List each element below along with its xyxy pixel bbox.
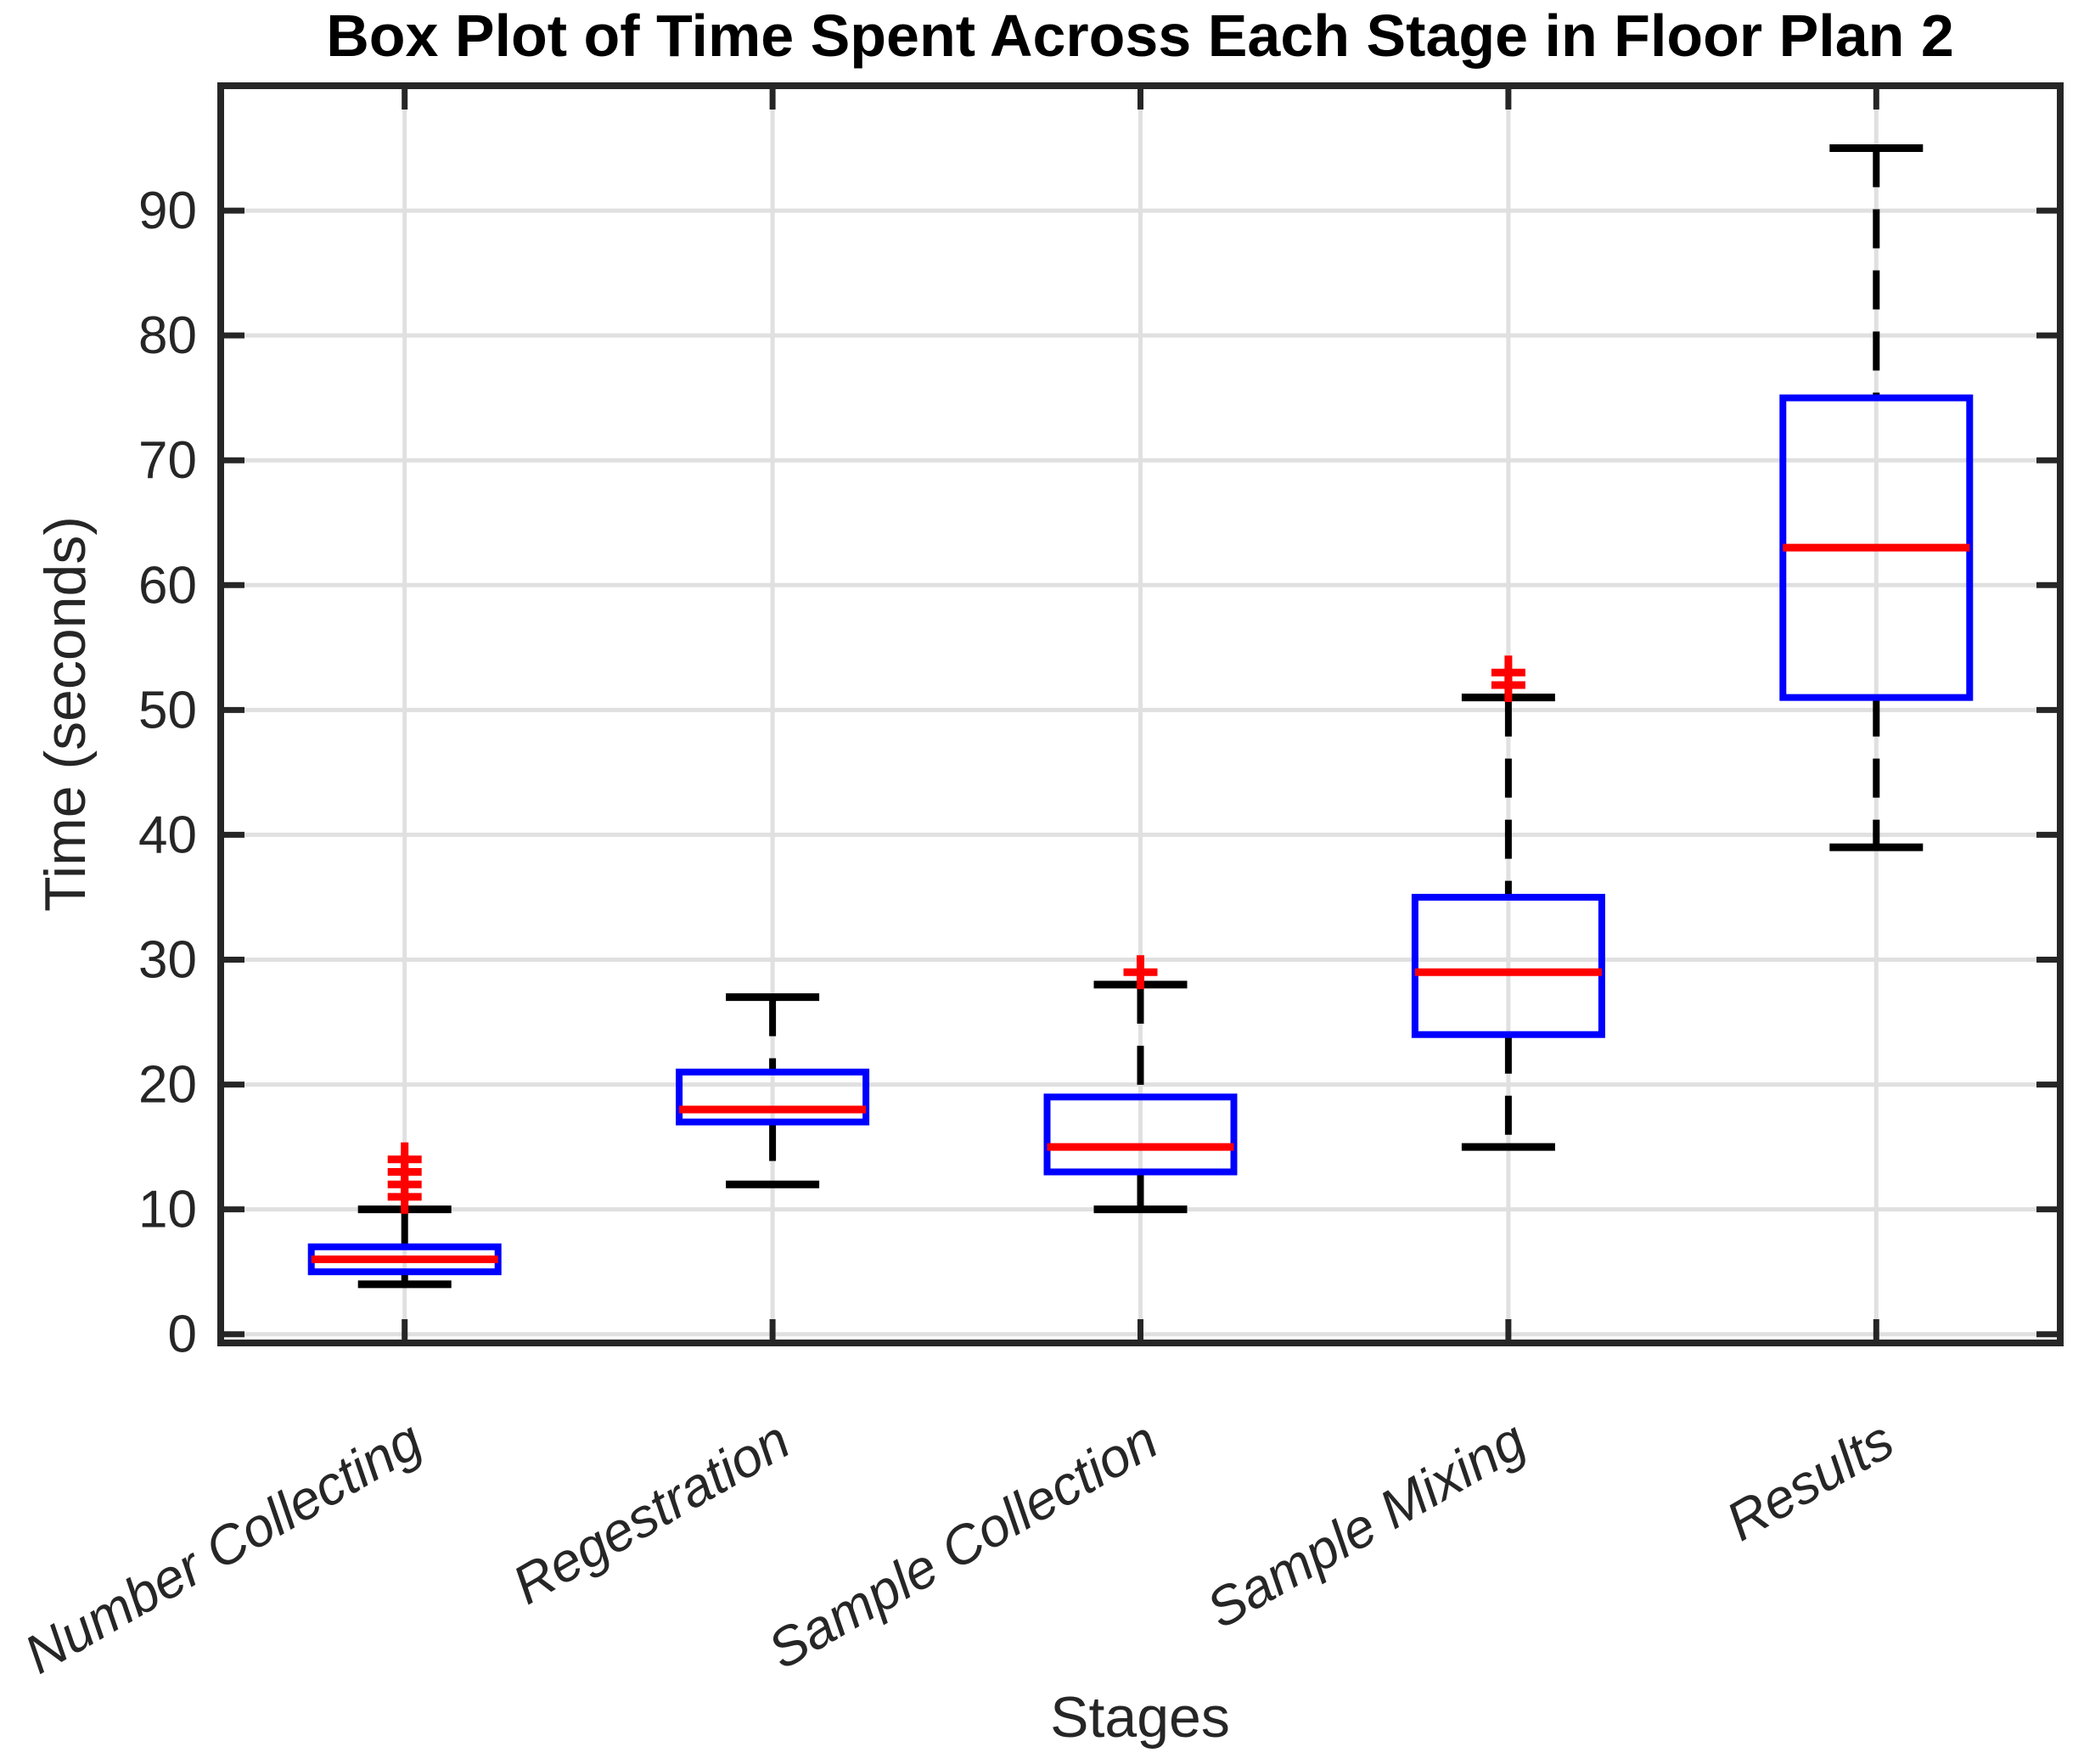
y-tick-label: 20 [138, 1056, 197, 1115]
box-group [1779, 144, 1974, 851]
y-tick-label: 10 [138, 1181, 197, 1239]
y-tick-label-layer: 0 10 20 30 40 50 60 70 80 90 [138, 182, 197, 1364]
iqr-box [676, 1068, 870, 1126]
x-tick-label: Number Collecting [14, 1409, 432, 1686]
box-group [1411, 655, 1605, 1151]
outlier-marker [387, 1142, 422, 1177]
y-tick-label: 90 [138, 182, 197, 240]
y-tick-label: 60 [138, 556, 197, 615]
chart-title: Box Plot of Time Spent Across Each Stage… [326, 3, 1954, 69]
y-tick-label: 0 [168, 1306, 197, 1364]
x-tick-label: Sample Mixing [1196, 1409, 1536, 1640]
x-axis-label: Stages [1050, 1685, 1230, 1750]
x-tick-label: Results [1716, 1409, 1903, 1553]
axes-box [217, 82, 2064, 1346]
grid-layer [221, 86, 2060, 1343]
box-group [307, 1142, 502, 1289]
y-tick-label: 30 [138, 930, 197, 989]
box-group [1043, 955, 1238, 1214]
y-tick-label: 50 [138, 681, 197, 739]
x-tick-label: Regestration [503, 1409, 800, 1616]
box-group [676, 993, 870, 1188]
y-axis-label: Time (seconds) [33, 516, 98, 912]
x-tick-label: Sample Collection [758, 1409, 1168, 1681]
outlier-marker [1491, 655, 1525, 690]
iqr-box [1411, 893, 1605, 1038]
box-layer [307, 144, 1974, 1289]
y-tick-label: 70 [138, 431, 197, 490]
outlier-marker [1123, 955, 1158, 990]
y-tick-label: 80 [138, 306, 197, 365]
y-tick-label: 40 [138, 806, 197, 864]
iqr-box [1043, 1093, 1238, 1176]
axis-layer [217, 82, 2064, 1346]
